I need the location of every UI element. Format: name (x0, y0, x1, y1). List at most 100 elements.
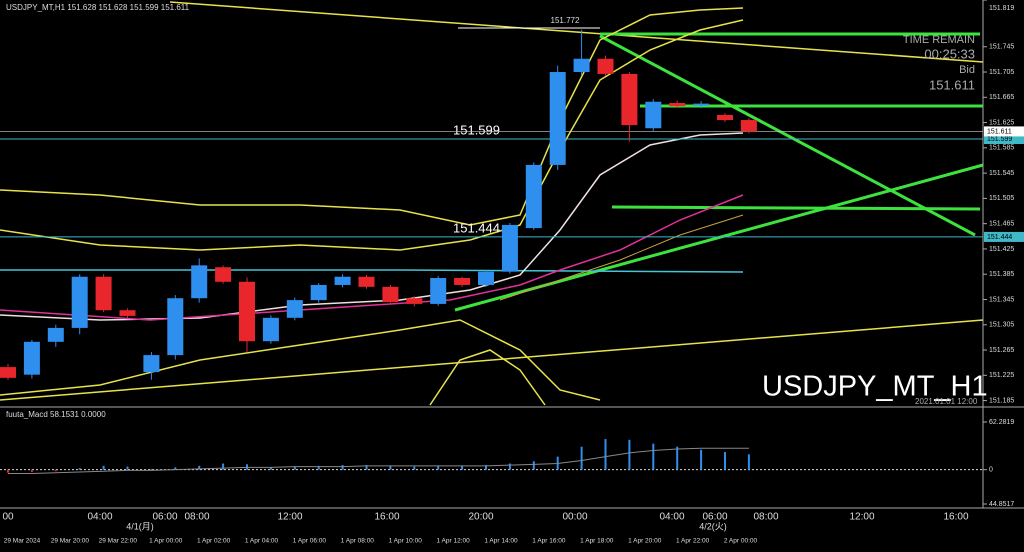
level-badge-label: 151.444 (987, 234, 1012, 241)
envelope (0, 319, 601, 401)
macd-y-tick-label: 0 (989, 467, 993, 474)
macd-bar (389, 465, 392, 470)
bid-badge (984, 126, 1024, 137)
header: USDJPY_MT,H1 151.628 151.628 151.599 151… (6, 3, 190, 12)
macd-bar (174, 467, 177, 470)
macd-bar (317, 465, 320, 470)
ma-line (0, 269, 744, 273)
macd-bar (485, 465, 487, 470)
macd-bar (700, 449, 703, 470)
candle-body (669, 102, 686, 107)
candle-body (501, 224, 518, 272)
macd-bar (724, 452, 726, 470)
y-tick-label: 151.585 (989, 145, 1014, 152)
candle-body (597, 58, 614, 74)
macd-bar (461, 465, 464, 470)
y-tick-label: 151.305 (989, 322, 1014, 329)
time-label: 00:00 (562, 512, 587, 523)
y-tick-label: 151.345 (989, 296, 1014, 303)
candle-body (286, 300, 303, 318)
time-label: 20:00 (468, 512, 493, 523)
date-label: 1 Apr 14:00 (484, 538, 518, 545)
trendline (169, 1, 984, 63)
macd-bar (580, 446, 583, 470)
y-tick-label: 151.819 (989, 5, 1014, 12)
candle-body (549, 72, 566, 165)
trendline (0, 319, 984, 401)
peak-label: 151.772 (551, 16, 580, 25)
level-label: 151.444 (453, 220, 500, 235)
level-label: 151.599 (453, 122, 500, 137)
candle-body (573, 58, 590, 73)
date-label: 1 Apr 10:00 (389, 538, 423, 545)
date-stamp: 2021.01.01 12:00 (915, 397, 978, 406)
y-tick-label: 151.465 (989, 221, 1014, 228)
date-label: 1 Apr 16:00 (532, 538, 566, 545)
date-label: 1 Apr 04:00 (245, 538, 279, 545)
candle-body (95, 276, 112, 311)
time-label: 08:00 (753, 512, 778, 523)
trendline (611, 205, 981, 211)
y-tick-label: 151.705 (989, 69, 1014, 76)
date-label: 1 Apr 06:00 (293, 538, 327, 545)
bid-title: Bid (959, 64, 975, 76)
date-label: 1 Apr 02:00 (197, 538, 231, 545)
candle-body (717, 114, 733, 121)
y-tick-label: 151.185 (989, 397, 1014, 404)
date-label: 1 Apr 20:00 (628, 538, 662, 545)
time-label: 16:00 (943, 512, 968, 523)
time-label: 06:00 (152, 512, 177, 523)
y-tick-label: 151.385 (989, 271, 1014, 278)
macd-bar (150, 468, 153, 470)
time-label: 12:00 (849, 512, 874, 523)
day-label: 4/2(火) (699, 521, 727, 531)
symbol-label: USDJPY_MT_H1 (762, 371, 988, 403)
y-tick-label: 151.665 (989, 94, 1014, 101)
date-label: 29 Mar 22:00 (99, 538, 138, 545)
candle-body (430, 278, 447, 304)
date-label: 2 Apr 00:00 (724, 538, 758, 545)
candle-body (239, 281, 255, 342)
candle-body (191, 265, 208, 299)
y-tick-label: 151.545 (989, 170, 1014, 177)
time-remain-title: TIME REMAIN (903, 34, 975, 46)
macd-bar (437, 465, 440, 470)
candle-body (382, 286, 399, 303)
macd-y-tick-label: 44.8517 (989, 501, 1014, 508)
envelope (429, 349, 546, 406)
macd-bar (747, 454, 750, 470)
time-label: 16:00 (374, 512, 399, 523)
macd-bar (269, 467, 272, 470)
time-label: 06:00 (702, 512, 727, 523)
candle-body (0, 367, 16, 378)
macd-bar (676, 446, 679, 470)
y-tick-label: 151.505 (989, 195, 1014, 202)
macd-bar (604, 439, 607, 470)
macd-bar (126, 466, 129, 470)
candle-body (215, 267, 232, 282)
date-label: 1 Apr 18:00 (580, 538, 614, 545)
candle-body (454, 278, 471, 285)
drawings (0, 1, 984, 406)
candle-body (71, 276, 88, 328)
macd-bar (413, 466, 416, 470)
macd-bar (7, 469, 9, 473)
candle-body (310, 284, 327, 301)
y-tick-label: 151.425 (989, 246, 1014, 253)
macd-bar (198, 465, 201, 470)
macd-bar (532, 461, 535, 470)
date-label: 1 Apr 08:00 (341, 538, 375, 545)
date-label: 1 Apr 00:00 (149, 538, 183, 545)
candle-body (262, 317, 279, 342)
y-tick-label: 151.225 (989, 372, 1014, 379)
time-label: 04:00 (87, 512, 112, 523)
bid-badge-label: 151.611 (987, 128, 1012, 135)
level-badge (984, 134, 1024, 145)
level-badge (984, 231, 1024, 242)
candle-body (406, 298, 423, 304)
macd-signal (8, 447, 749, 474)
trendline (599, 34, 976, 237)
macd-bar (341, 465, 344, 470)
